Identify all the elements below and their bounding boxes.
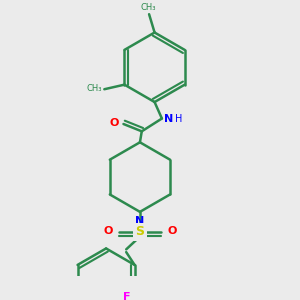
Text: N: N — [135, 215, 145, 226]
Text: N: N — [164, 114, 173, 124]
Text: O: O — [103, 226, 112, 236]
Text: CH₃: CH₃ — [86, 84, 102, 93]
Text: F: F — [123, 292, 131, 300]
Text: O: O — [110, 118, 119, 128]
Text: S: S — [135, 226, 144, 238]
Text: CH₃: CH₃ — [140, 3, 156, 12]
Text: H: H — [175, 114, 182, 124]
Text: O: O — [167, 226, 177, 236]
